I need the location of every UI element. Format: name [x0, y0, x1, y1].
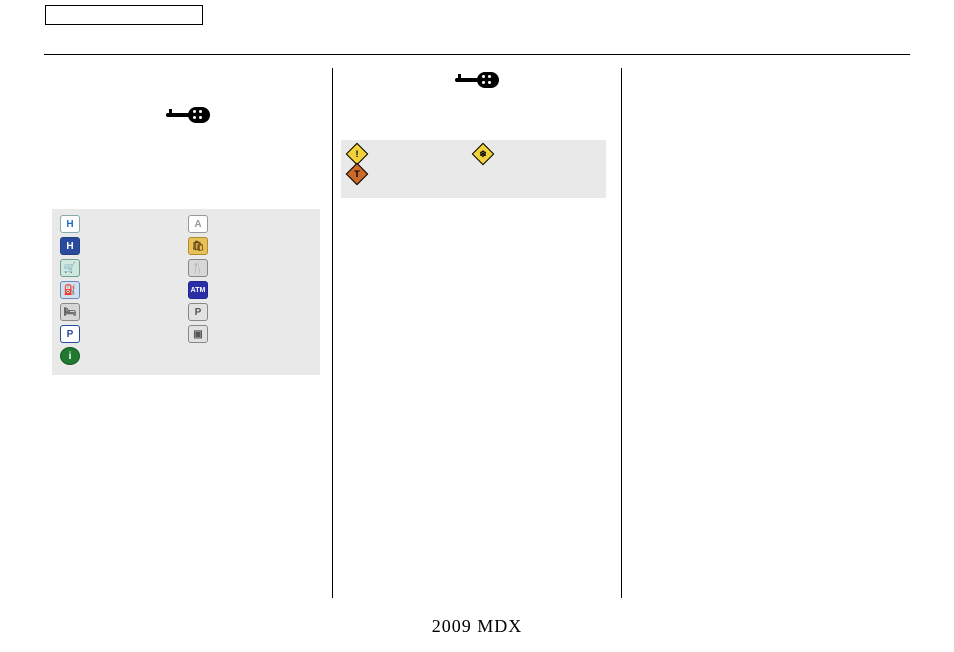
acura-icon: A [188, 215, 208, 233]
footer-model-year: 2009 MDX [0, 616, 954, 637]
hospital-icon: H [60, 237, 80, 255]
rest-area-icon-label [214, 323, 314, 345]
hospital-icon-label [86, 235, 186, 257]
info-icon-label [86, 345, 186, 367]
rest-area-icon-cell: ▣ [186, 323, 214, 345]
grocery-icon: 🛒 [60, 259, 80, 277]
gas-station-icon-label [86, 279, 186, 301]
parking-p-icon-label [214, 301, 314, 323]
parking-icon: P [60, 325, 80, 343]
header-box [45, 5, 203, 25]
honda-icon-cell: H [58, 213, 86, 235]
traffic-row: T [347, 164, 600, 184]
incident-diamond-icon-label [371, 144, 474, 164]
poi-row: 🛏P [58, 301, 314, 323]
parking-icon-label [86, 323, 186, 345]
key-fob-icon [166, 106, 210, 124]
lodging-icon: 🛏 [60, 303, 80, 321]
honda-icon: H [60, 215, 80, 233]
parking-p-icon: P [188, 303, 208, 321]
parking-p-icon-cell: P [186, 301, 214, 323]
grocery-icon-label [86, 257, 186, 279]
atm-icon-cell: ATM [186, 279, 214, 301]
weather-diamond-icon-label [497, 144, 600, 164]
gas-station-icon-cell: ⛽ [58, 279, 86, 301]
info-icon-cell: i [58, 345, 86, 367]
poi-row: H🛍 [58, 235, 314, 257]
shopping-icon: 🛍 [188, 237, 208, 255]
acura-icon-label [214, 213, 314, 235]
honda-icon-label [86, 213, 186, 235]
parking-icon-cell: P [58, 323, 86, 345]
traffic-icon-grid: !❄T [341, 140, 606, 198]
weather-diamond-icon-cell: ❄ [473, 144, 497, 164]
column-3 [622, 68, 910, 598]
shopping-icon-label [214, 235, 314, 257]
grocery-icon-cell: 🛒 [58, 257, 86, 279]
divider [44, 54, 910, 55]
traffic-row: !❄ [347, 144, 600, 164]
atm-icon: ATM [188, 281, 208, 299]
key-fob-icon [455, 71, 499, 89]
restaurant-icon: 🍴 [188, 259, 208, 277]
column-1: HAH🛍🛒🍴⛽ATM🛏PP▣i [44, 68, 332, 598]
key-fob-row-2 [341, 71, 613, 92]
shopping-icon-cell: 🛍 [186, 235, 214, 257]
info-icon: i [60, 347, 80, 365]
hospital-icon-cell: H [58, 235, 86, 257]
poi-row: HA [58, 213, 314, 235]
construction-diamond-icon-label [371, 164, 474, 184]
poi-row: ⛽ ATM [58, 279, 314, 301]
poi-row: 🛒🍴 [58, 257, 314, 279]
construction-diamond-icon-cell: T [347, 164, 371, 184]
restaurant-icon-cell: 🍴 [186, 257, 214, 279]
lodging-icon-label [86, 301, 186, 323]
rest-area-icon: ▣ [188, 325, 208, 343]
lodging-icon-cell: 🛏 [58, 301, 86, 323]
poi-icon-grid: HAH🛍🛒🍴⛽ATM🛏PP▣i [52, 209, 320, 375]
columns: HAH🛍🛒🍴⛽ATM🛏PP▣i !❄T [44, 68, 910, 598]
poi-row: P▣ [58, 323, 314, 345]
atm-icon-label [214, 279, 314, 301]
restaurant-icon-label [214, 257, 314, 279]
column-2: !❄T [333, 68, 621, 598]
poi-row: i [58, 345, 314, 367]
gas-station-icon: ⛽ [60, 281, 80, 299]
incident-diamond-icon-cell: ! [347, 144, 371, 164]
acura-icon-cell: A [186, 213, 214, 235]
key-fob-row [52, 106, 324, 127]
